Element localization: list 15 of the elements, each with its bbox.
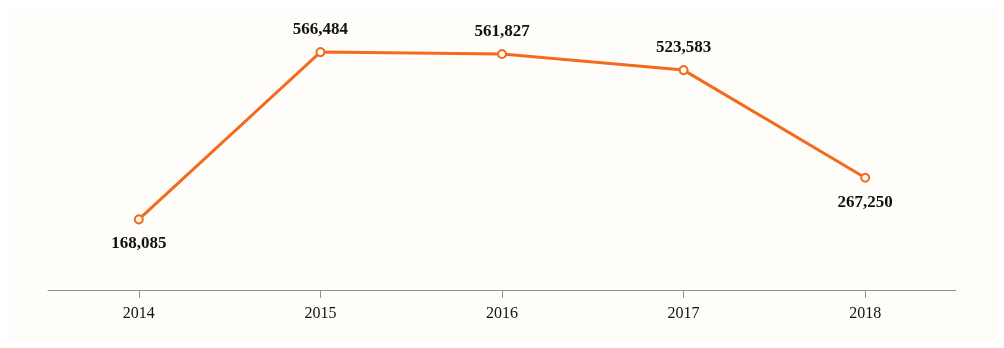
point [315,47,326,58]
data-label: 523,583 [655,37,712,57]
x-tick-label: 2017 [667,303,700,321]
point [860,172,871,183]
x-tick-label: 2015 [304,303,337,321]
point [497,49,507,60]
x-tick-label: 2018 [849,303,882,321]
data-label: 168,085 [111,233,167,253]
point [133,214,144,225]
data-label: 267,250 [837,191,893,211]
data-label: 561,827 [474,21,531,41]
data-label: 566,484 [292,19,349,39]
point [678,65,689,76]
x-tick-label: 2016 [486,303,518,321]
x-tick-label: 2014 [122,303,155,321]
